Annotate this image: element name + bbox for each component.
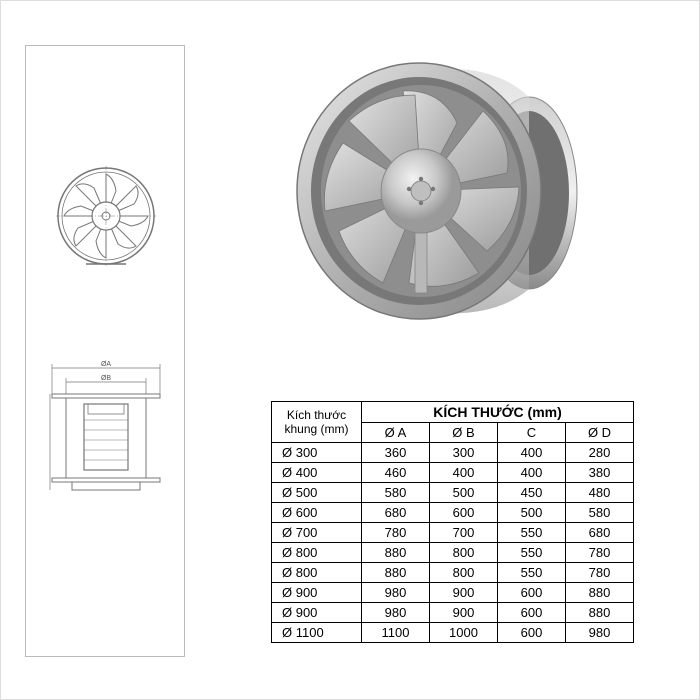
- table-row: Ø 700780700550680: [272, 523, 634, 543]
- table-row: Ø 400460400400380: [272, 463, 634, 483]
- table-row: Ø 800880800550780: [272, 563, 634, 583]
- dim-oa-label: ØA: [101, 361, 111, 368]
- table-row: Ø 500580500450480: [272, 483, 634, 503]
- table-header-frame: Kích thước khung (mm): [272, 402, 362, 443]
- table-row: Ø 900980900600880: [272, 583, 634, 603]
- table-row: Ø 110011001000600980: [272, 623, 634, 643]
- table-row: Ø 300360300400280: [272, 443, 634, 463]
- fan-front-diagram: [56, 166, 156, 266]
- technical-drawing-panel: ØA ØB C: [25, 45, 185, 657]
- table-row: Ø 800880800550780: [272, 543, 634, 563]
- table-row: Ø 900980900600880: [272, 603, 634, 623]
- dim-ob-label: ØB: [101, 375, 111, 382]
- table-header-dim: KÍCH THƯỚC (mm): [362, 402, 634, 423]
- fan-side-diagram: ØA ØB C: [48, 356, 164, 506]
- table-row: Ø 600680600500580: [272, 503, 634, 523]
- fan-product-image: [291, 51, 591, 331]
- dimensions-table: Kích thước khung (mm) KÍCH THƯỚC (mm) Ø …: [271, 401, 634, 643]
